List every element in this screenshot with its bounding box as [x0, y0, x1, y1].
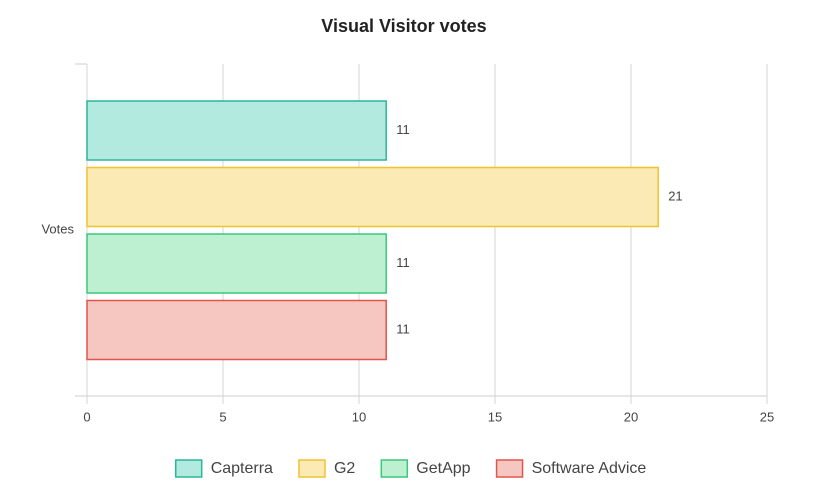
- legend-label: Capterra: [211, 460, 273, 477]
- x-tick-label: 10: [352, 409, 366, 424]
- x-tick-label: 15: [488, 409, 502, 424]
- data-label: 11: [396, 255, 410, 270]
- data-label: 11: [396, 122, 410, 137]
- bar: [86, 166, 659, 228]
- x-tick-label: 20: [624, 409, 638, 424]
- legend-swatch: [495, 459, 524, 478]
- legend-label: GetApp: [416, 460, 470, 477]
- data-label: 21: [668, 188, 682, 203]
- bar: [86, 100, 387, 161]
- legend-label: G2: [334, 460, 355, 477]
- legend-swatch: [298, 459, 326, 478]
- bar: [86, 233, 387, 294]
- x-tick-label: 5: [219, 409, 226, 424]
- chart-title: Visual Visitor votes: [321, 16, 486, 36]
- data-label: 11: [396, 321, 410, 336]
- x-tick-label: 0: [83, 409, 90, 424]
- y-tick-label: Votes: [41, 221, 74, 236]
- legend-label: Software Advice: [532, 460, 647, 477]
- legend-swatch: [380, 459, 409, 478]
- legend-swatch: [174, 459, 203, 478]
- x-tick-label: 25: [760, 409, 774, 424]
- bar: [86, 299, 387, 361]
